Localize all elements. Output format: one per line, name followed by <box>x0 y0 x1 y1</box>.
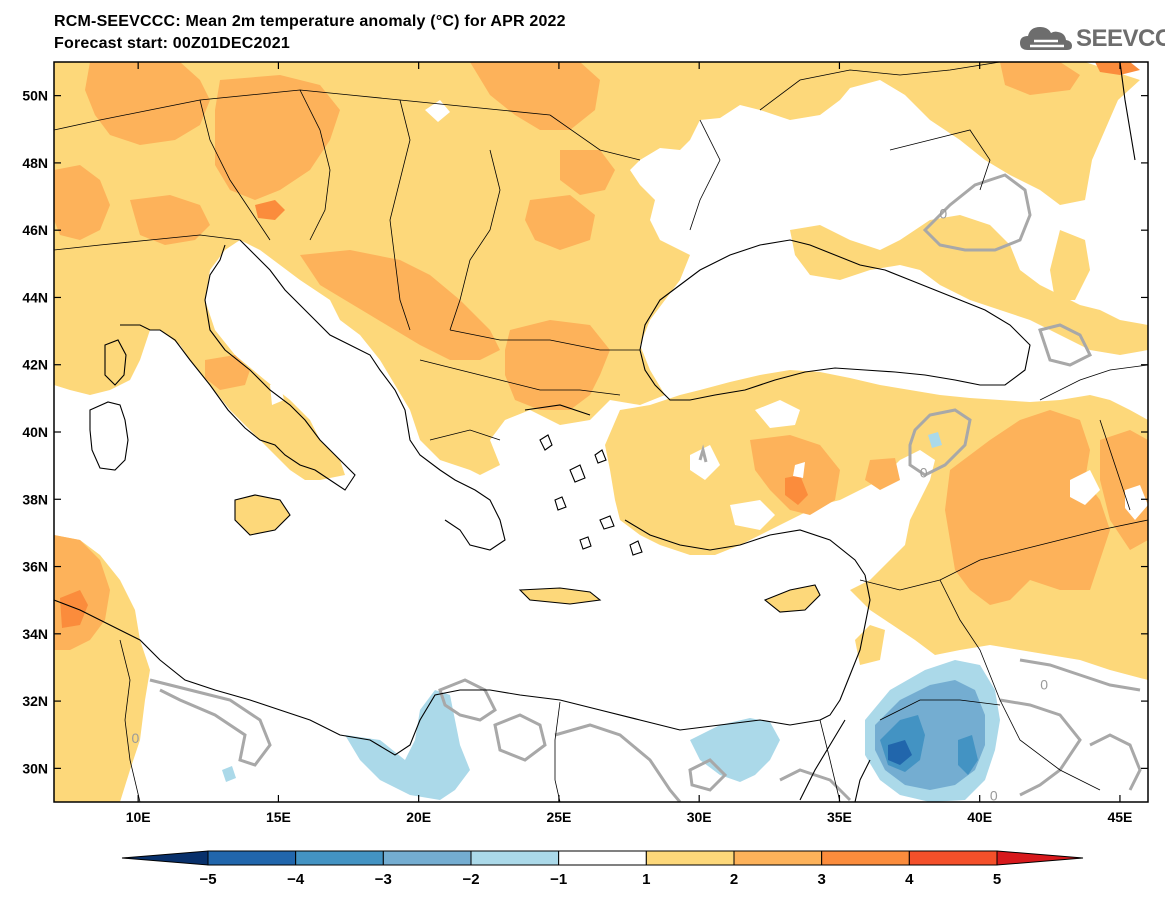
colorbar-segment <box>733 850 823 866</box>
colorbar: −5 −4 −3 −2 −1 1 2 3 4 5 <box>121 850 1084 888</box>
lat-tick-label: 30N <box>22 760 48 776</box>
contour-label: 0 <box>131 730 139 746</box>
islands <box>89 339 821 613</box>
map-title: RCM-SEEVCCC: Mean 2m temperature anomaly… <box>54 13 566 30</box>
coastlines <box>54 62 1136 802</box>
lat-tick-label: 42N <box>22 357 48 373</box>
lat-tick-label: 38N <box>22 491 48 507</box>
lat-tick-label: 50N <box>22 88 48 104</box>
colorbar-min-extend <box>121 850 209 866</box>
contour-label: 0 <box>1040 676 1048 692</box>
colorbar-label: −3 <box>375 871 392 888</box>
colorbar-label: −2 <box>462 871 479 888</box>
colorbar-max-extend <box>996 850 1084 866</box>
contour-labels: 0 0 0 0 0 <box>131 205 1048 803</box>
colorbar-label: 1 <box>642 871 650 888</box>
colorbar-segment <box>382 850 472 866</box>
lat-tick-label: 44N <box>22 289 48 305</box>
anomaly-3-4-fill <box>60 62 1140 628</box>
lat-tick-label: 32N <box>22 693 48 709</box>
lon-tick-label: 15E <box>266 809 291 825</box>
contour-label: 0 <box>920 464 928 480</box>
lat-tick-label: 40N <box>22 424 48 440</box>
colorbar-label: 5 <box>993 871 1001 888</box>
anomaly-negative-fill <box>222 432 1000 802</box>
latitude-axis: 50N 48N 46N 44N 42N 40N 38N 36N 34N 32N 30N <box>22 88 1148 776</box>
colorbar-segment <box>470 850 560 866</box>
lat-tick-label: 34N <box>22 626 48 642</box>
forecast-start-label: Forecast start: 00Z01DEC2021 <box>54 35 290 52</box>
colorbar-label: 2 <box>730 871 738 888</box>
colorbar-segment <box>207 850 297 866</box>
colorbar-label: −1 <box>550 871 567 888</box>
lat-tick-label: 46N <box>22 222 48 238</box>
lon-tick-label: 30E <box>687 809 712 825</box>
colorbar-segment <box>645 850 735 866</box>
longitude-axis: 10E 15E 20E 25E 30E 35E 40E 45E <box>126 62 1132 825</box>
seevccc-logo: SEEVCCC <box>1018 22 1165 56</box>
colorbar-segment <box>821 850 910 866</box>
logo-text: SEEVCCC <box>1076 25 1165 52</box>
country-borders <box>54 62 1148 802</box>
cloud-icon <box>1020 27 1072 50</box>
colorbar-segment <box>295 850 384 866</box>
colorbar-label: −5 <box>199 871 216 888</box>
lon-tick-label: 40E <box>967 809 992 825</box>
anomaly-white-fill <box>270 100 1148 530</box>
lon-tick-label: 10E <box>126 809 151 825</box>
colorbar-segment <box>558 850 647 866</box>
zero-contours <box>149 173 1142 802</box>
map-plot-area: 0 0 0 0 0 <box>54 62 1148 803</box>
lat-tick-label: 36N <box>22 559 48 575</box>
lon-tick-label: 35E <box>827 809 852 825</box>
colorbar-label: 3 <box>817 871 825 888</box>
lat-tick-label: 48N <box>22 155 48 171</box>
contour-label: 0 <box>939 205 947 221</box>
lon-tick-label: 20E <box>406 809 431 825</box>
lon-tick-label: 25E <box>546 809 571 825</box>
colorbar-label: 4 <box>905 871 914 888</box>
contour-label: 0 <box>990 787 998 803</box>
lon-tick-label: 45E <box>1107 809 1132 825</box>
colorbar-label: −4 <box>287 871 305 888</box>
colorbar-segment <box>908 850 998 866</box>
